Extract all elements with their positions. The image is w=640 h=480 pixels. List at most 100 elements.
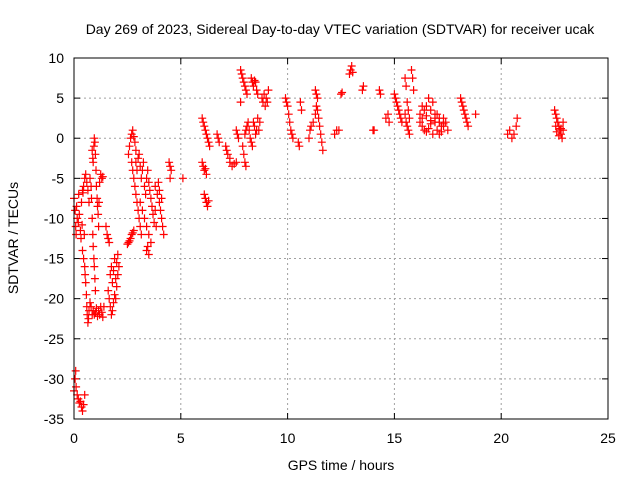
data-point [72,382,81,391]
data-point [551,110,560,119]
data-point [98,172,107,181]
x-tick-label: 10 [280,430,296,446]
data-point [130,182,139,191]
data-point [77,234,85,243]
data-point [311,86,320,95]
data-point [79,400,88,409]
data-point [129,132,138,141]
data-point [243,90,251,99]
data-point [89,242,98,251]
data-point [214,134,223,143]
data-point [358,86,367,95]
data-point [294,138,303,147]
data-point [82,290,91,299]
data-point [512,122,521,131]
data-point [370,126,379,135]
data-point [239,150,248,159]
data-point [136,198,145,207]
y-tick-label: -10 [44,210,64,226]
data-point [125,142,134,151]
data-point [306,126,314,135]
data-point [285,118,294,127]
data-point [240,158,249,167]
data-point [391,94,400,103]
data-point [159,230,168,239]
data-point [146,194,155,203]
data-point [157,214,166,223]
data-point [74,190,83,199]
data-point [113,250,122,259]
data-point [105,238,114,247]
data-point [460,110,469,119]
data-point [404,106,413,115]
data-point [94,222,103,231]
data-point [141,190,150,199]
data-point [222,146,231,155]
data-point [165,158,174,167]
y-tick-label: -30 [44,371,64,387]
data-point [403,122,412,131]
data-point [407,66,416,74]
data-point [201,126,210,135]
data-point [554,131,563,140]
data-point [240,82,249,91]
data-point [144,230,153,239]
data-point [348,68,357,77]
data-point [79,182,88,191]
data-point [384,110,392,119]
data-point [128,126,137,135]
data-point [78,246,87,255]
data-point [401,74,410,83]
data-point [234,134,243,143]
data-point [156,206,165,215]
data-point [295,142,304,151]
data-point [108,278,117,287]
data-point [86,298,94,307]
data-point [135,150,144,159]
data-point [89,158,98,167]
data-point [202,130,211,139]
data-point [431,110,439,119]
y-tick-label: -5 [52,170,65,186]
data-point [103,230,112,239]
data-point [305,134,313,143]
data-point [263,98,272,107]
data-point [200,122,209,131]
data-point [75,210,84,219]
data-points-layer [70,62,568,415]
data-point [88,230,97,239]
data-point [112,282,121,291]
data-point [252,86,261,95]
data-point [198,114,207,123]
data-point [81,270,90,279]
data-point [238,142,247,151]
data-point [513,114,522,123]
data-point [221,142,230,151]
data-point [201,164,210,173]
data-point [109,266,118,275]
data-point [375,86,384,95]
data-point [79,254,88,263]
data-point [111,274,120,283]
grid-layer [74,58,608,419]
y-tick-label: -35 [44,411,64,427]
data-point [238,74,247,83]
data-point [203,202,212,211]
data-point [402,82,411,91]
data-point [437,127,446,136]
data-point [281,94,290,103]
data-point [404,126,413,135]
data-point [245,126,254,135]
data-point [424,94,433,103]
y-tick-label: 0 [56,130,64,146]
data-point [86,174,94,183]
data-point [111,294,120,303]
data-point [110,290,119,299]
data-point [471,110,480,119]
data-point [215,138,224,147]
data-point [124,150,133,159]
data-point [313,106,322,115]
data-point [94,210,103,219]
data-point [240,130,249,139]
